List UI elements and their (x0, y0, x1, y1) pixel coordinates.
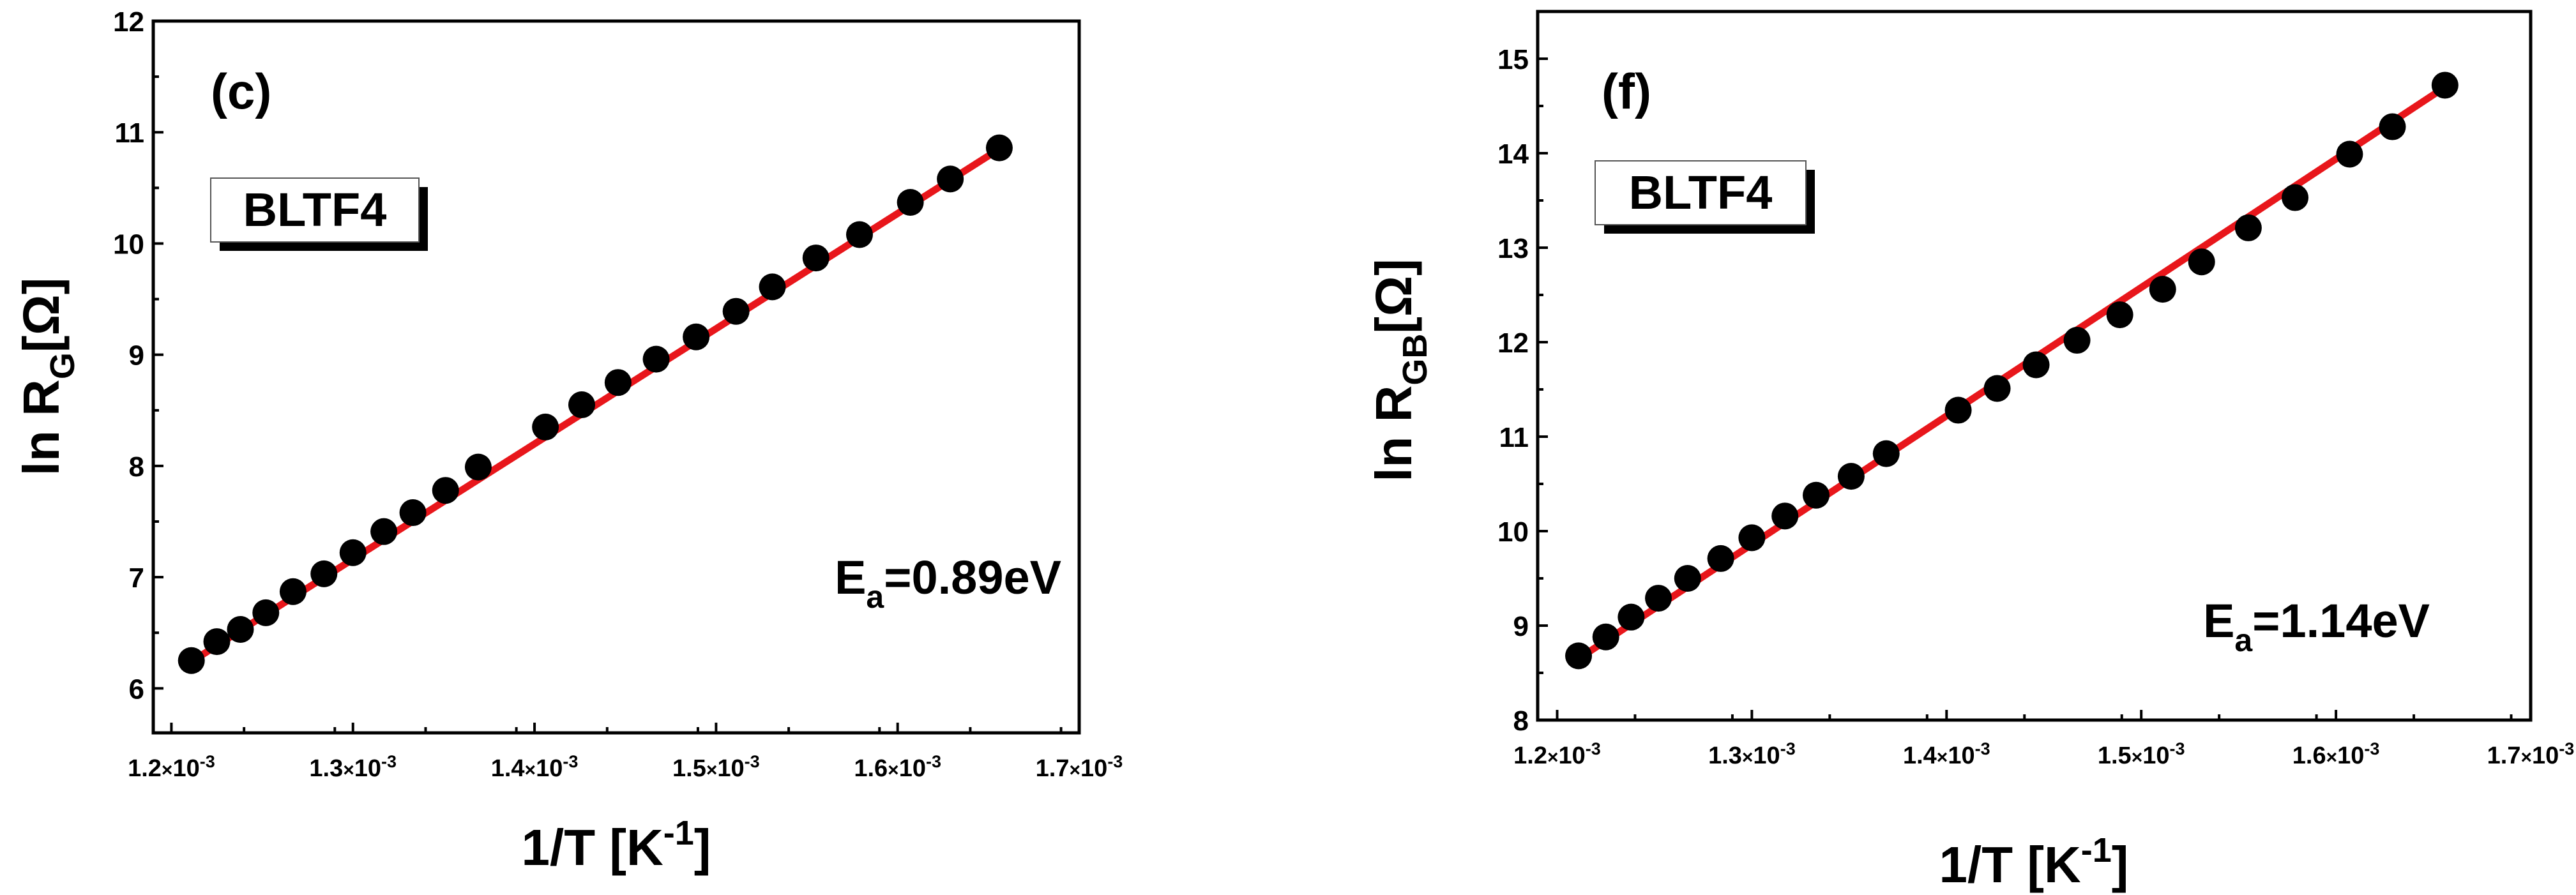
data-point (2022, 351, 2050, 379)
data-point (2379, 113, 2406, 140)
y-tick-label: 8 (129, 451, 144, 483)
data-point (1565, 642, 1593, 670)
data-point (1592, 623, 1619, 651)
data-point (1674, 565, 1701, 592)
data-point (2106, 301, 2133, 329)
y-tick-label: 7 (129, 562, 144, 594)
data-point (642, 345, 670, 373)
data-point (1872, 440, 1900, 467)
data-point (568, 391, 595, 419)
x-tick-label: 1.4×10-3 (491, 752, 579, 782)
data-point (227, 615, 254, 643)
plot-frame (1536, 10, 2533, 722)
x-tick-label: 1.2×10-3 (1513, 739, 1601, 769)
chart-panel-f: 1.2×10-3 1.3×10-3 1.4×10-3 1.5×10-3 1.6×10-3… (1365, 10, 2574, 893)
y-tick-label: 14 (1497, 139, 1529, 170)
sample-label-box: BLTF4 (1595, 160, 1815, 234)
data-point (2431, 71, 2459, 99)
x-tick-label: 1.6×10-3 (854, 752, 941, 782)
data-point (339, 539, 367, 566)
data-point (1944, 396, 1972, 424)
sample-label: BLTF4 (1629, 166, 1773, 219)
data-point (802, 244, 830, 272)
data-point (1618, 603, 1645, 631)
data-points (1565, 71, 2459, 670)
y-axis-title: ln RGB[Ω] (1365, 259, 1434, 482)
data-point (722, 297, 750, 325)
y-tick-label: 9 (129, 340, 144, 372)
x-tick-label: 1.6×10-3 (2292, 739, 2380, 769)
y-tick-label: 6 (129, 673, 144, 705)
data-points (178, 134, 1013, 674)
x-tick-label: 1.7×10-3 (1036, 752, 1123, 782)
data-point (985, 134, 1013, 162)
x-tick-label: 1.3×10-3 (309, 752, 397, 782)
y-tick-label: 8 (1513, 705, 1529, 737)
x-tick-label: 1.7×10-3 (2487, 739, 2575, 769)
data-point (845, 221, 873, 248)
plot-frame (151, 19, 1081, 735)
data-point (604, 369, 632, 396)
y-tick-label: 15 (1497, 44, 1529, 75)
data-point (252, 599, 280, 626)
data-point (203, 628, 231, 656)
ticks (153, 20, 1080, 733)
data-point (432, 477, 459, 504)
x-tick-label: 1.4×10-3 (1903, 739, 1990, 769)
data-point (759, 273, 786, 301)
sample-label: BLTF4 (243, 183, 387, 236)
data-point (897, 188, 924, 216)
data-point (2234, 214, 2262, 241)
data-point (2063, 327, 2091, 354)
tick-labels: 1.2×10-3 1.3×10-3 1.4×10-3 1.5×10-3 1.6×10-3… (113, 6, 1123, 782)
sample-label-box: BLTF4 (210, 177, 428, 251)
data-point (1771, 502, 1799, 530)
data-point (2336, 140, 2363, 168)
y-tick-label: 11 (114, 117, 144, 149)
x-tick-label: 1.5×10-3 (672, 752, 760, 782)
x-tick-label: 1.2×10-3 (128, 752, 215, 782)
data-point (1645, 585, 1672, 612)
x-tick-label: 1.3×10-3 (1708, 739, 1796, 769)
activation-energy-annotation: Ea=0.89eV (835, 551, 1061, 615)
data-point (464, 453, 492, 481)
tick-labels: 1.2×10-3 1.3×10-3 1.4×10-3 1.5×10-3 1.6×10-3… (1497, 44, 2574, 769)
data-point (310, 560, 338, 587)
y-tick-label: 10 (113, 229, 144, 260)
y-axis-title: ln RG[Ω] (13, 278, 82, 476)
data-point (1803, 481, 1830, 509)
data-point (2149, 276, 2176, 303)
x-axis-title: 1/T [K-1] (1939, 831, 2129, 893)
data-point (1983, 375, 2011, 402)
data-point (1707, 545, 1734, 572)
chart-panel-c: 1.2×10-3 1.3×10-3 1.4×10-3 1.5×10-3 1.6×10-3… (13, 6, 1123, 876)
data-point (370, 518, 398, 545)
panel-label: (f) (1602, 63, 1651, 119)
data-point (279, 578, 307, 605)
data-point (1738, 524, 1766, 552)
y-tick-label: 10 (1497, 516, 1529, 548)
y-tick-label: 11 (1499, 422, 1529, 453)
y-tick-label: 12 (113, 6, 144, 38)
y-tick-label: 13 (1497, 233, 1529, 264)
data-point (937, 165, 964, 193)
x-tick-label: 1.5×10-3 (2098, 739, 2185, 769)
activation-energy-annotation: Ea=1.14eV (2203, 594, 2430, 658)
data-point (2282, 184, 2309, 211)
data-point (683, 323, 710, 350)
y-tick-label: 12 (1497, 327, 1529, 359)
data-point (1837, 463, 1865, 490)
y-tick-label: 9 (1513, 611, 1529, 642)
ticks (1538, 57, 2532, 721)
panel-label: (c) (211, 63, 271, 119)
data-point (532, 413, 559, 440)
data-point (178, 647, 205, 674)
data-point (2188, 248, 2215, 276)
data-point (399, 499, 427, 527)
x-axis-title: 1/T [K-1] (522, 814, 711, 876)
